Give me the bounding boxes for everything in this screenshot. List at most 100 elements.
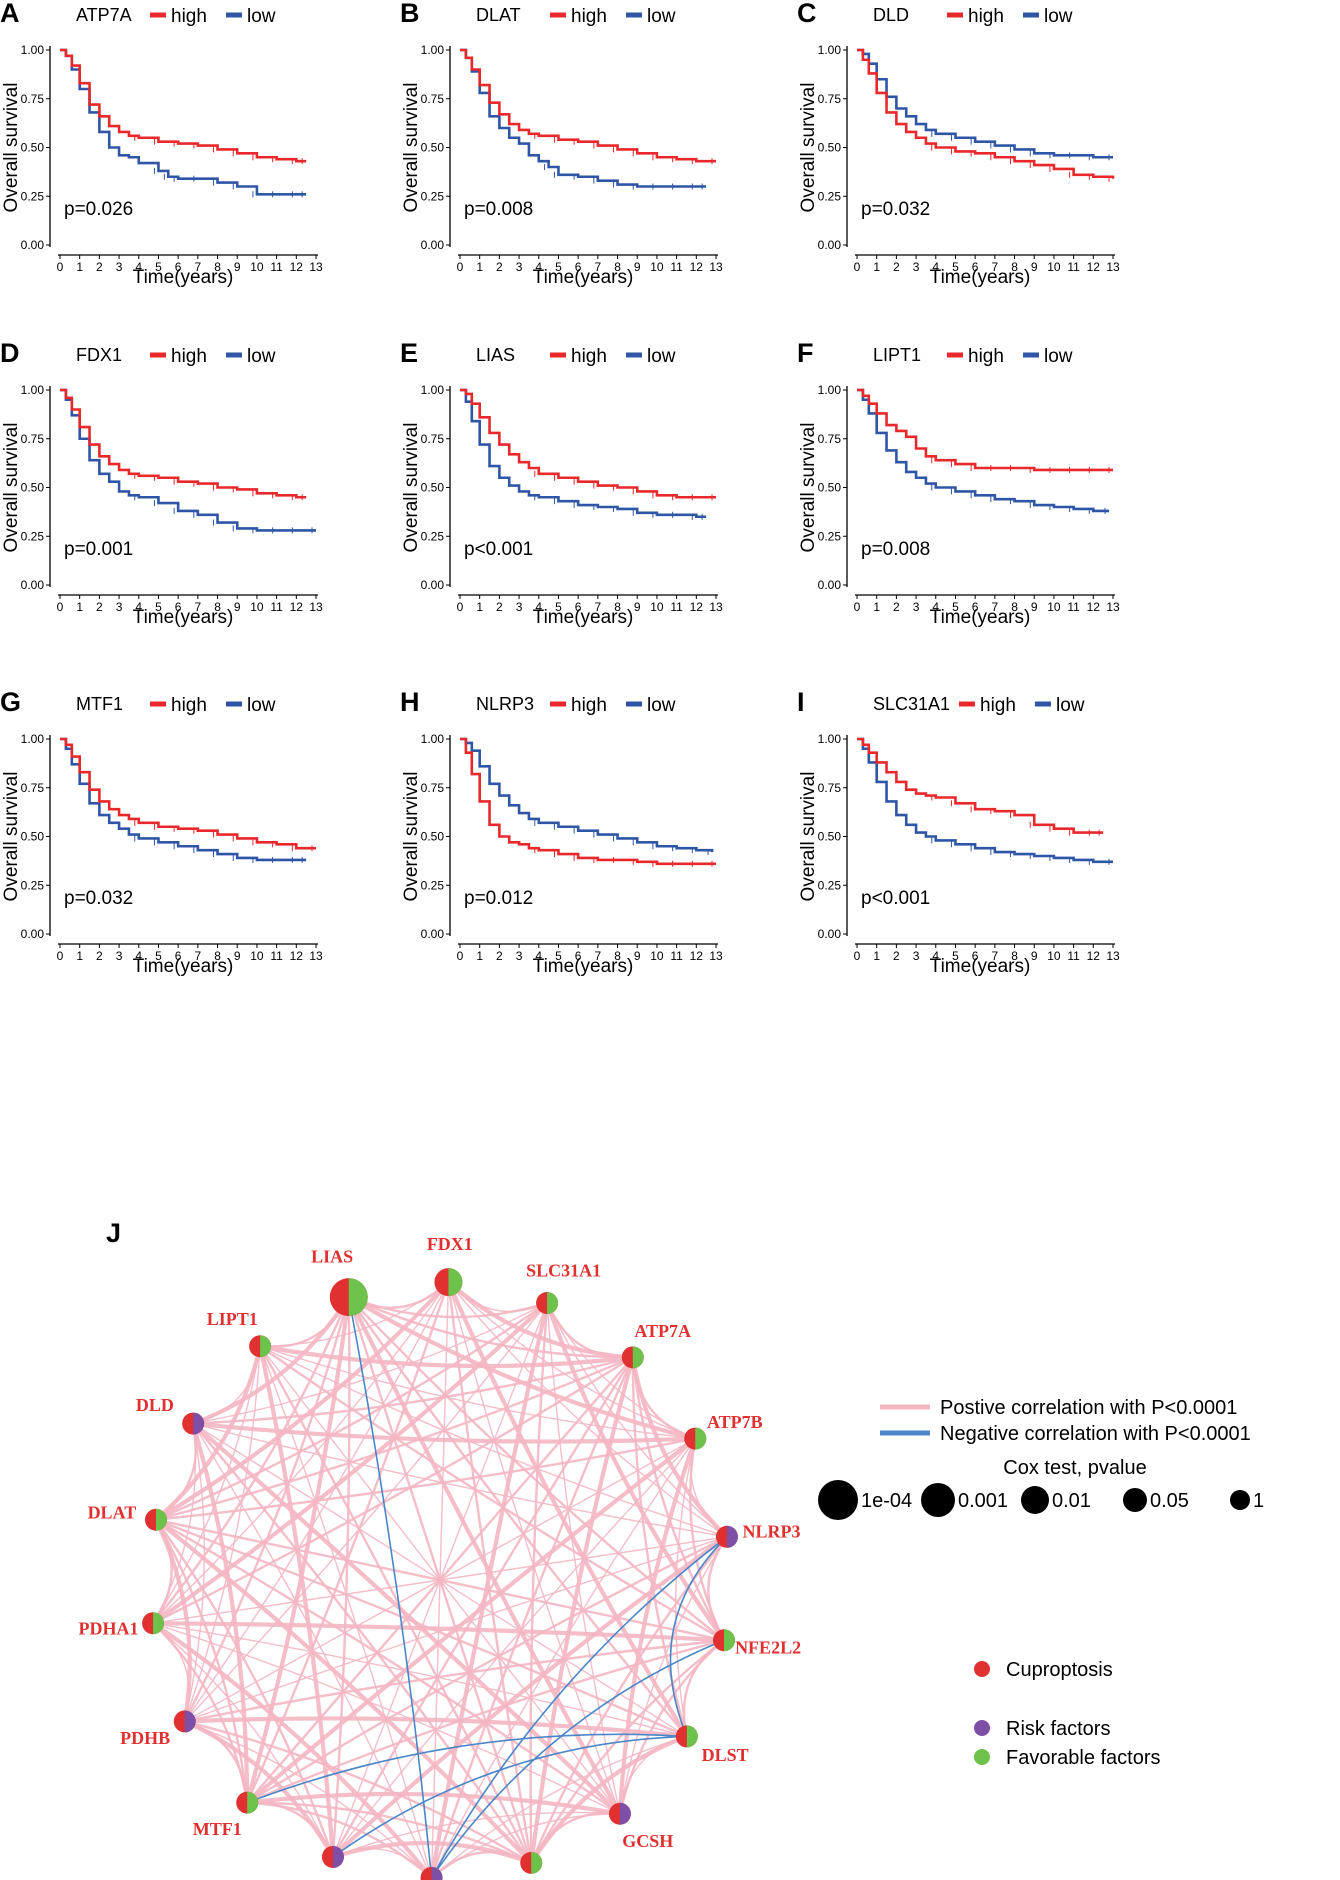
x-tick-label: 4 — [932, 600, 939, 614]
y-tick-label: 0.50 — [421, 830, 445, 844]
edge-positive — [332, 1840, 532, 1865]
y-tick-label: 0.00 — [421, 578, 445, 592]
x-tick-label: 13 — [309, 600, 323, 614]
p-value: p<0.001 — [861, 888, 930, 909]
node-label: LIPT1 — [207, 1309, 258, 1329]
x-tick-label: 8 — [214, 949, 221, 963]
x-tick-label: 2 — [96, 949, 103, 963]
x-tick-label: 1 — [873, 260, 880, 274]
node-label: SLC31A1 — [526, 1261, 601, 1281]
x-tick-label: 3 — [913, 600, 920, 614]
gene-title: SLC31A1 — [873, 694, 950, 714]
x-tick-label: 8 — [1011, 260, 1018, 274]
x-tick-label: 11 — [270, 600, 283, 614]
edge-positive — [259, 1345, 696, 1440]
x-axis-title: Time(years) — [133, 607, 234, 628]
x-tick-label: 4 — [535, 260, 542, 274]
x-tick-label: 5 — [555, 260, 562, 274]
x-tick-label: 3 — [516, 260, 523, 274]
y-tick-label: 0.25 — [21, 189, 45, 203]
legend-high-label: high — [171, 6, 207, 27]
edge-positive — [191, 1421, 622, 1816]
legend-cuproptosis-dot — [974, 1661, 990, 1677]
node-half-favorable — [260, 1335, 272, 1358]
x-tick-label: 1 — [76, 600, 83, 614]
km-curve-low — [60, 737, 307, 862]
x-tick-label: 12 — [690, 949, 704, 963]
y-axis-title: Overall survival — [401, 83, 422, 213]
y-tick-label: 0.00 — [421, 927, 445, 941]
x-tick-label: 9 — [634, 949, 641, 963]
node-atp7a: ATP7A — [621, 1321, 691, 1369]
node-nfe2l2: NFE2L2 — [713, 1629, 801, 1657]
legend-high-label: high — [980, 695, 1016, 716]
p-value: p=0.001 — [64, 539, 133, 560]
x-tick-label: 1 — [476, 949, 483, 963]
x-tick-label: 4 — [932, 260, 939, 274]
x-tick-label: 5 — [952, 949, 959, 963]
node-lias: LIAS — [311, 1246, 368, 1317]
y-axis-title: Overall survival — [401, 772, 422, 902]
legend-cox-circle — [1230, 1490, 1250, 1510]
legend-high-label: high — [968, 346, 1004, 367]
p-value: p=0.026 — [64, 199, 133, 220]
legend-low-label: low — [647, 6, 676, 27]
edge-positive — [184, 1423, 206, 1722]
x-tick-label: 7 — [992, 600, 999, 614]
y-tick-label: 0.50 — [421, 141, 445, 155]
node-label: LIAS — [311, 1246, 353, 1266]
edge-positive — [259, 1345, 725, 1642]
y-tick-label: 0.25 — [421, 878, 445, 892]
x-tick-label: 4 — [535, 949, 542, 963]
edge-positive — [184, 1720, 532, 1864]
edge-positive — [545, 1302, 633, 1359]
x-tick-label: 10 — [1047, 260, 1061, 274]
x-tick-label: 12 — [1087, 949, 1101, 963]
x-axis-title: Time(years) — [533, 956, 634, 977]
legend-positive-label: Postive correlation with P<0.0001 — [940, 1397, 1237, 1419]
node-half-favorable — [153, 1612, 165, 1635]
x-tick-label: 0 — [457, 949, 464, 963]
edge-positive — [152, 1622, 621, 1815]
x-tick-label: 1 — [873, 949, 880, 963]
x-tick-label: 10 — [250, 600, 264, 614]
edge-positive — [152, 1356, 634, 1625]
gene-title: LIPT1 — [873, 345, 921, 365]
legend-cox-label: 1e-04 — [861, 1490, 912, 1512]
legend-high-label: high — [171, 346, 207, 367]
x-tick-label: 0 — [57, 949, 64, 963]
node-label: DLD — [136, 1395, 174, 1415]
edge-positive — [155, 1519, 335, 1858]
y-tick-label: 1.00 — [818, 43, 842, 57]
node-label: NFE2L2 — [735, 1637, 801, 1657]
node-label: ATP7A — [634, 1321, 691, 1341]
node-label: DLST — [702, 1745, 749, 1765]
edge-positive — [184, 1639, 725, 1723]
legend-high-label: high — [171, 695, 207, 716]
y-tick-label: 0.00 — [818, 927, 842, 941]
p-value: p=0.012 — [464, 888, 533, 909]
x-tick-label: 4 — [135, 949, 142, 963]
x-tick-label: 0 — [57, 260, 64, 274]
x-tick-label: 2 — [496, 949, 503, 963]
x-tick-label: 9 — [634, 260, 641, 274]
y-tick-label: 0.75 — [21, 432, 45, 446]
node-half-favorable — [724, 1629, 736, 1652]
x-tick-label: 11 — [670, 600, 683, 614]
y-tick-label: 0.50 — [818, 141, 842, 155]
y-tick-label: 0.75 — [818, 781, 842, 795]
x-tick-label: 12 — [1087, 600, 1101, 614]
y-tick-label: 0.00 — [421, 238, 445, 252]
legend-low-label: low — [247, 346, 276, 367]
y-tick-label: 1.00 — [818, 383, 842, 397]
edge-positive — [153, 1621, 725, 1643]
p-value: p=0.008 — [861, 539, 930, 560]
panel-letter: E — [400, 338, 418, 368]
y-axis-title: Overall survival — [1, 423, 22, 553]
legend-low-label: low — [1056, 695, 1085, 716]
edge-positive — [246, 1639, 725, 1804]
node-label: PDHB — [120, 1728, 170, 1748]
